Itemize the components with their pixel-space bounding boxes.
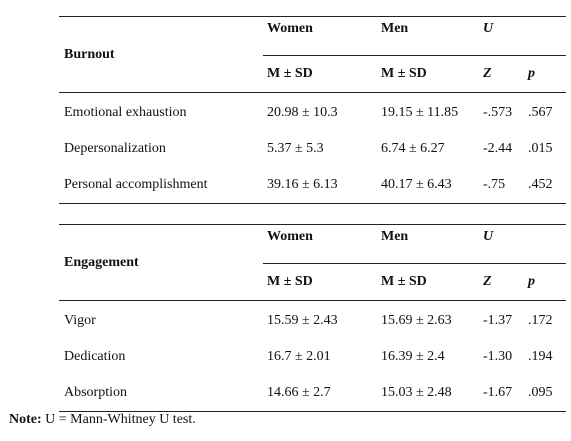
p-value: .452	[526, 167, 566, 204]
p-value: .095	[526, 375, 566, 412]
table-row: Dedication 16.7 ± 2.01 16.39 ± 2.4 -1.30…	[59, 339, 566, 375]
table-row: Absorption 14.66 ± 2.7 15.03 ± 2.48 -1.6…	[59, 375, 566, 412]
men-header: Men	[377, 16, 481, 56]
table-note: Note: U = Mann-Whitney U test.	[9, 412, 196, 428]
men-value: 15.03 ± 2.48	[377, 375, 481, 412]
engagement-header-row: Engagement Women Men U	[59, 224, 566, 301]
row-label: Vigor	[59, 300, 263, 339]
p-header: p	[526, 263, 566, 301]
p-value: .567	[526, 92, 566, 131]
burnout-header-row: Burnout Women Men U	[59, 16, 566, 93]
men-value: 16.39 ± 2.4	[381, 349, 445, 364]
men-stat-header: M ± SD	[377, 55, 481, 93]
p-value: .015	[528, 141, 553, 156]
burnout-subheader-row: M ± SD M ± SD Z p	[59, 55, 566, 93]
engagement-table: Engagement Women Men U M ± SD M ± SD Z p…	[59, 224, 566, 412]
engagement-subheader-row: M ± SD M ± SD Z p	[59, 263, 566, 301]
z-value: -2.44	[483, 141, 513, 156]
men-value: 15.69 ± 2.63	[377, 300, 481, 339]
p-value: .194	[528, 349, 553, 364]
women-header: Women	[263, 224, 377, 264]
women-value: 16.7 ± 2.01	[267, 349, 331, 364]
row-label: Emotional exhaustion	[59, 92, 263, 131]
men-header: Men	[377, 224, 481, 264]
header-spacer	[526, 16, 566, 56]
row-label: Personal accomplishment	[59, 167, 263, 204]
z-value: -1.30	[483, 349, 513, 364]
men-value: 19.15 ± 11.85	[377, 92, 481, 131]
z-header: Z	[481, 55, 526, 93]
z-header: Z	[481, 263, 526, 301]
section-title: Burnout	[59, 16, 263, 93]
women-value: 20.98 ± 10.3	[263, 92, 377, 131]
table-row: Depersonalization 5.37 ± 5.3 6.74 ± 6.27…	[59, 131, 566, 167]
table-row: Emotional exhaustion 20.98 ± 10.3 19.15 …	[59, 92, 566, 131]
women-value: 14.66 ± 2.7	[263, 375, 377, 412]
p-value: .172	[526, 300, 566, 339]
note-label: Note:	[9, 412, 42, 427]
header-spacer	[526, 224, 566, 264]
women-value: 15.59 ± 2.43	[263, 300, 377, 339]
row-label: Dedication	[64, 349, 126, 364]
row-label: Absorption	[59, 375, 263, 412]
burnout-table: Burnout Women Men U M ± SD M ± SD Z p Em…	[59, 16, 566, 204]
z-value: -1.37	[481, 300, 526, 339]
z-value: -1.67	[481, 375, 526, 412]
z-value: -.75	[481, 167, 526, 204]
women-value: 39.16 ± 6.13	[263, 167, 377, 204]
row-label: Depersonalization	[64, 141, 166, 156]
women-stat-header: M ± SD	[263, 55, 377, 93]
women-stat-header: M ± SD	[263, 263, 377, 301]
z-value: -.573	[481, 92, 526, 131]
women-value: 5.37 ± 5.3	[267, 141, 324, 156]
section-title: Engagement	[59, 224, 263, 301]
men-value: 40.17 ± 6.43	[377, 167, 481, 204]
p-header: p	[526, 55, 566, 93]
men-stat-header: M ± SD	[377, 263, 481, 301]
men-value: 6.74 ± 6.27	[381, 141, 445, 156]
table-row: Vigor 15.59 ± 2.43 15.69 ± 2.63 -1.37 .1…	[59, 300, 566, 339]
women-header: Women	[263, 16, 377, 56]
u-header: U	[481, 16, 526, 56]
u-header: U	[481, 224, 526, 264]
table-row: Personal accomplishment 39.16 ± 6.13 40.…	[59, 167, 566, 204]
note-text: U = Mann-Whitney U test.	[41, 412, 196, 427]
